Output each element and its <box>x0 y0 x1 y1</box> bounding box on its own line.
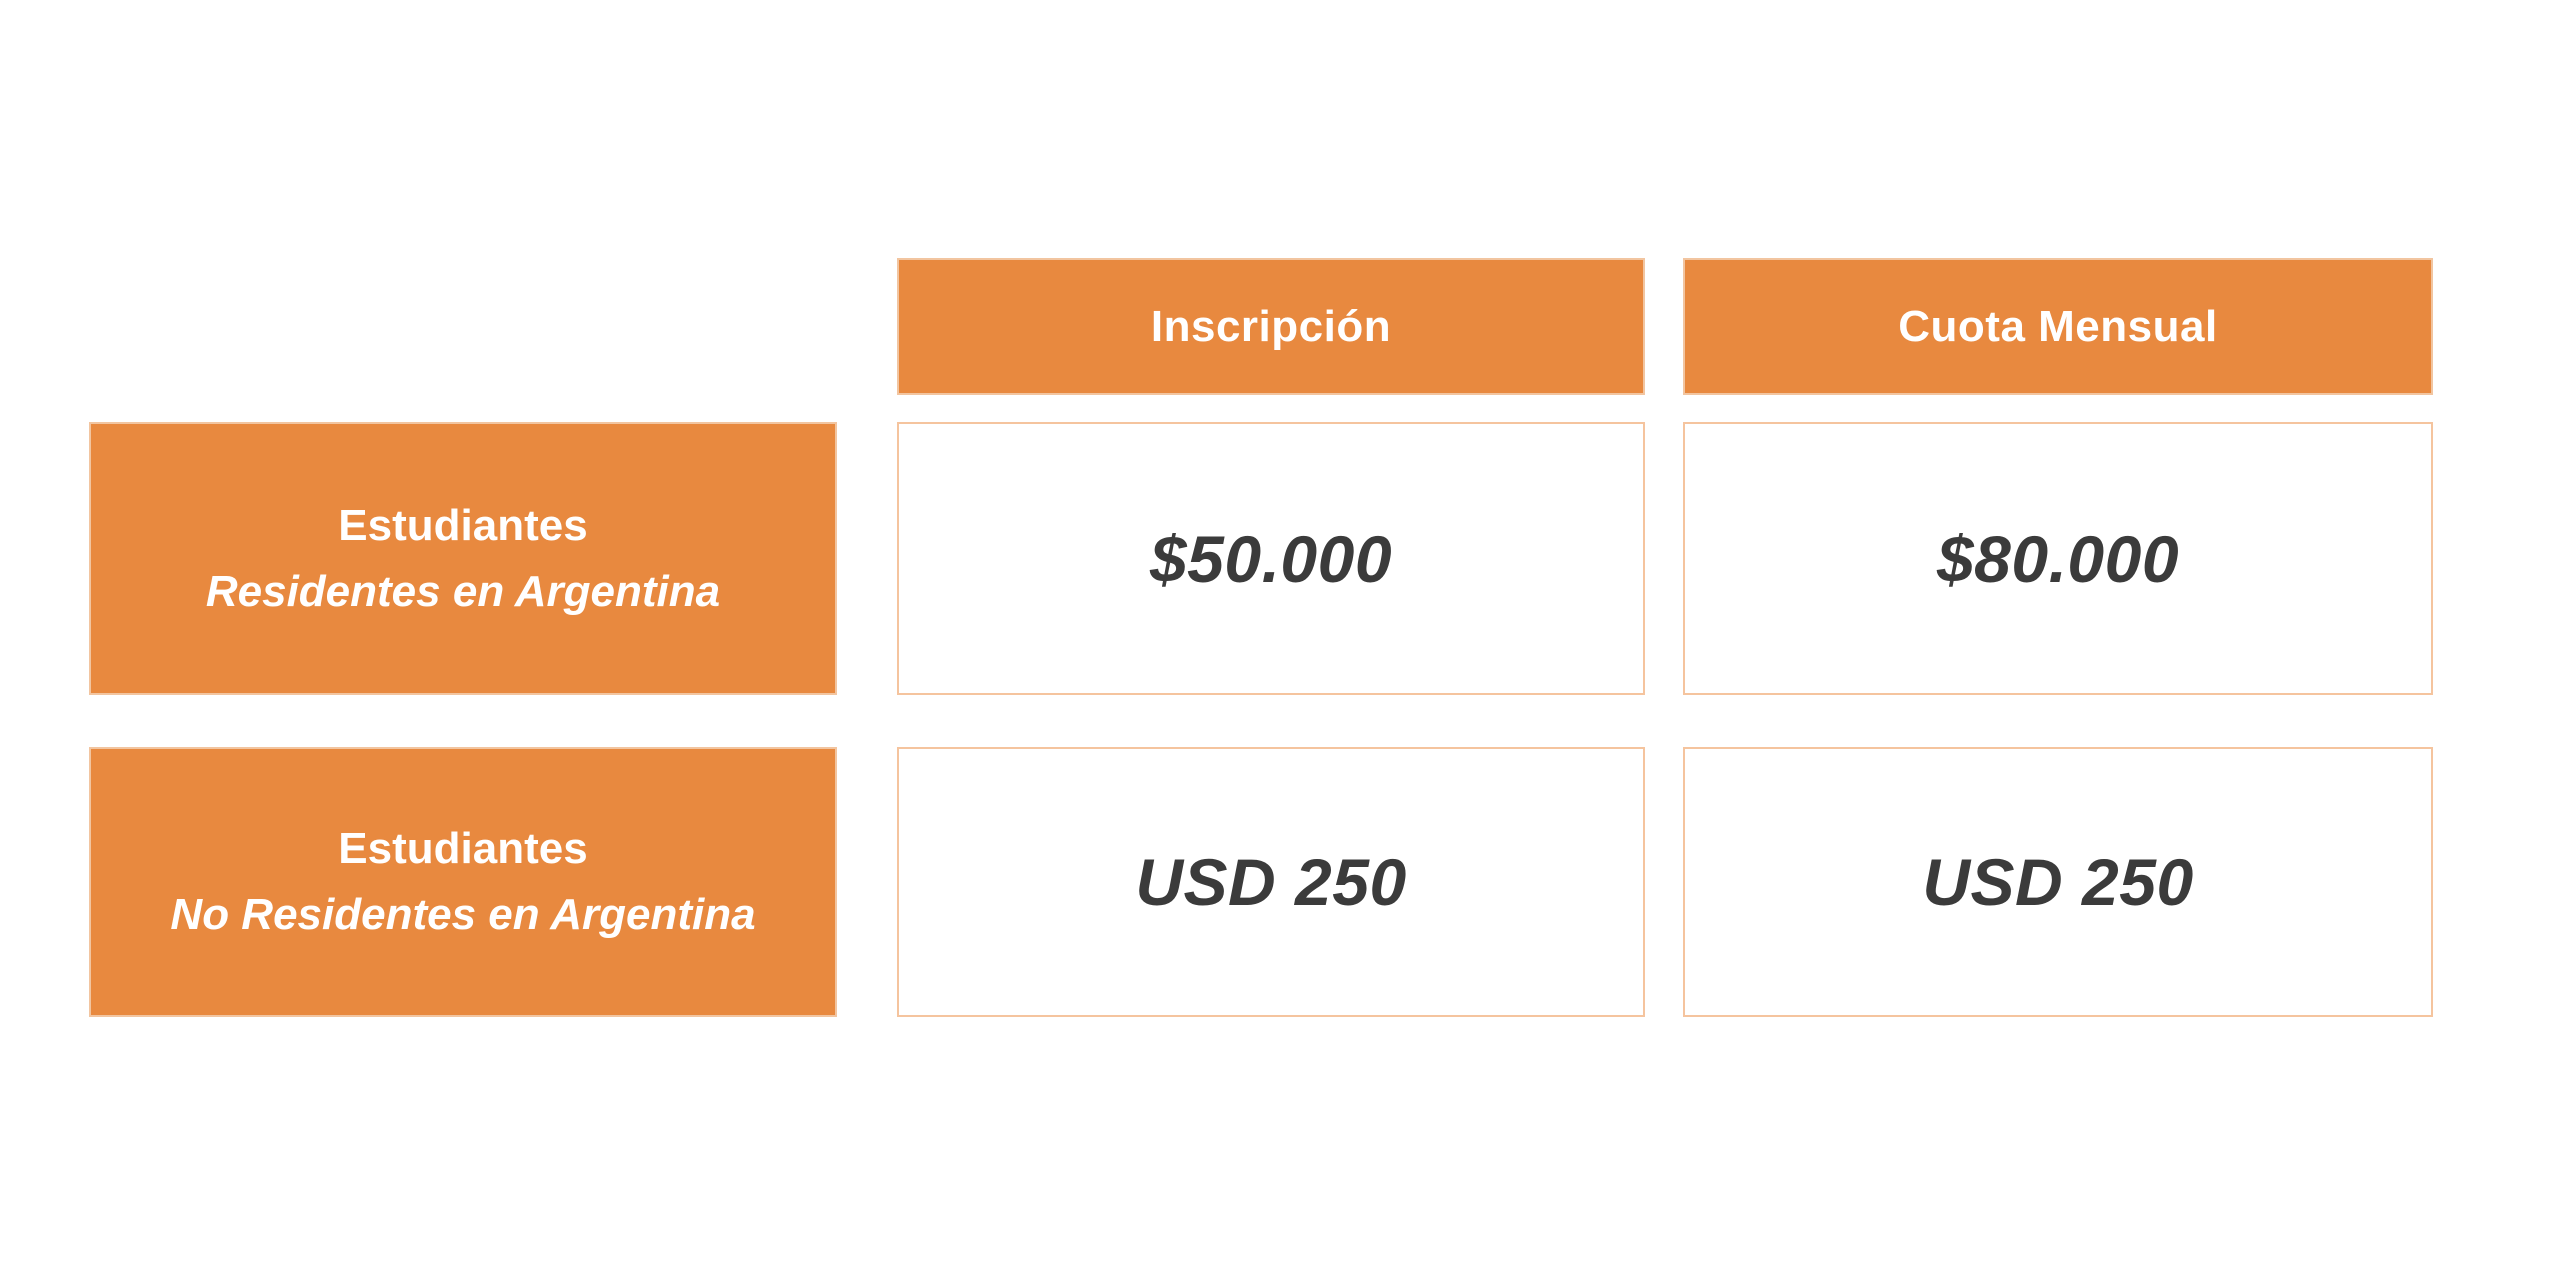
cell-inscripcion-residentes-value: $50.000 <box>1149 521 1393 596</box>
row-header-residentes-line1: Estudiantes <box>338 500 588 550</box>
column-header-inscripcion: Inscripción <box>897 258 1645 395</box>
column-header-cuota-mensual-label: Cuota Mensual <box>1898 301 2218 351</box>
cell-inscripcion-residentes: $50.000 <box>897 422 1645 695</box>
row-header-no-residentes-line1: Estudiantes <box>338 824 588 873</box>
column-header-cuota-mensual: Cuota Mensual <box>1683 258 2433 395</box>
row-header-estudiantes-residentes: Estudiantes Residentes en Argentina <box>89 422 837 695</box>
row-header-residentes-line2: Residentes en Argentina <box>205 566 721 616</box>
cell-inscripcion-no-residentes-value: USD 250 <box>1135 845 1407 919</box>
column-header-inscripcion-label: Inscripción <box>1150 301 1392 351</box>
cell-cuota-mensual-no-residentes: USD 250 <box>1683 747 2433 1017</box>
row-header-no-residentes-line2: No Residentes en Argentina <box>170 890 756 939</box>
cell-inscripcion-no-residentes: USD 250 <box>897 747 1645 1017</box>
row-header-estudiantes-no-residentes: Estudiantes No Residentes en Argentina <box>89 747 837 1017</box>
cell-cuota-mensual-residentes-value: $80.000 <box>1936 521 2180 596</box>
cell-cuota-mensual-no-residentes-value: USD 250 <box>1922 845 2194 919</box>
cell-cuota-mensual-residentes: $80.000 <box>1683 422 2433 695</box>
